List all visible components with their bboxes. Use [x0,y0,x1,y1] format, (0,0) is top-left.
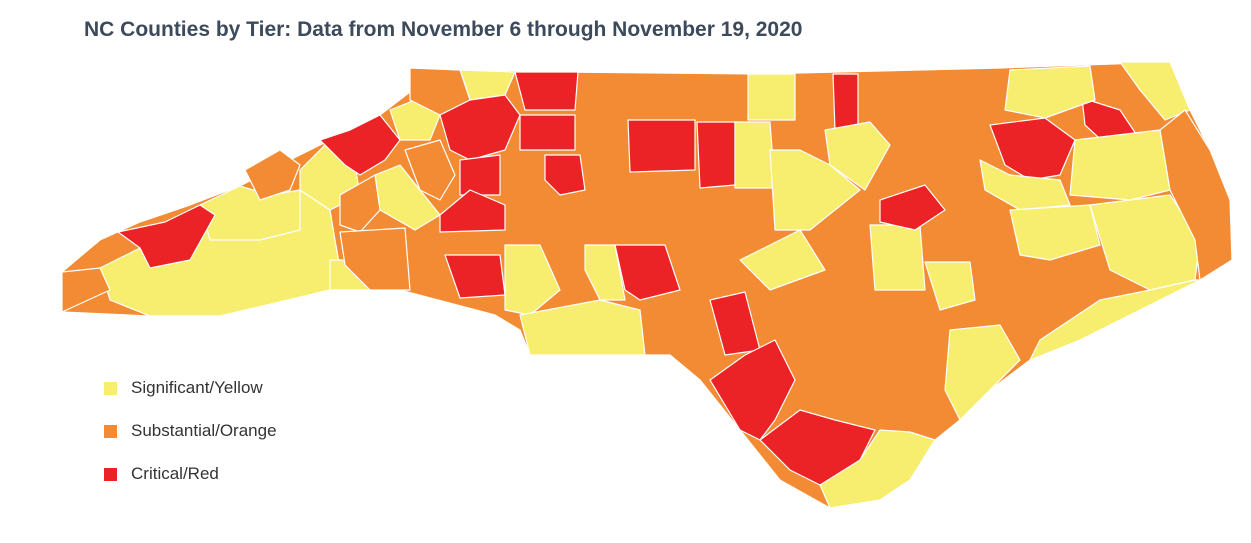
legend-swatch-orange [104,424,117,438]
county-region [514,71,579,111]
county-region [339,227,411,291]
legend-label: Substantial/Orange [131,421,277,440]
county-region [389,99,441,141]
county-region [869,224,926,291]
county-region [199,185,301,241]
county-region [739,229,826,291]
county-region [1119,61,1191,121]
legend-swatch-yellow [104,381,117,395]
county-region [979,159,1071,211]
county-region [404,139,456,201]
county-region [1004,65,1096,119]
county-region [824,121,891,191]
county-region [519,114,576,151]
legend-item-yellow: Significant/Yellow [104,377,277,399]
county-region [439,189,506,233]
county-region [459,154,501,196]
legend-swatch-red [104,467,117,481]
county-region [614,244,681,301]
county-region [747,73,796,121]
county-region [1029,279,1201,361]
county-region [439,94,521,161]
county-region [944,324,1021,421]
county-region [832,73,859,131]
county-region [709,339,796,441]
map-legend: Significant/Yellow Substantial/Orange Cr… [104,377,277,506]
county-region [504,244,561,316]
county-region [696,121,736,189]
county-region [1159,109,1233,281]
county-region [117,204,216,269]
county-region [627,119,696,173]
county-region [879,184,946,231]
county-region [1009,204,1101,261]
county-region [734,121,776,189]
legend-item-red: Critical/Red [104,463,277,485]
county-region [584,244,626,301]
county-region [339,174,381,233]
county-region [61,267,111,313]
county-region [519,299,646,356]
county-region [819,429,936,509]
county-region [769,149,861,231]
county-region [244,149,301,201]
county-region [319,114,401,176]
map-title: NC Counties by Tier: Data from November … [84,18,803,41]
legend-label: Significant/Yellow [131,378,263,397]
county-region [1069,129,1171,201]
county-region [544,154,586,196]
legend-item-orange: Substantial/Orange [104,420,277,442]
county-region [924,261,976,311]
legend-label: Critical/Red [131,464,219,483]
